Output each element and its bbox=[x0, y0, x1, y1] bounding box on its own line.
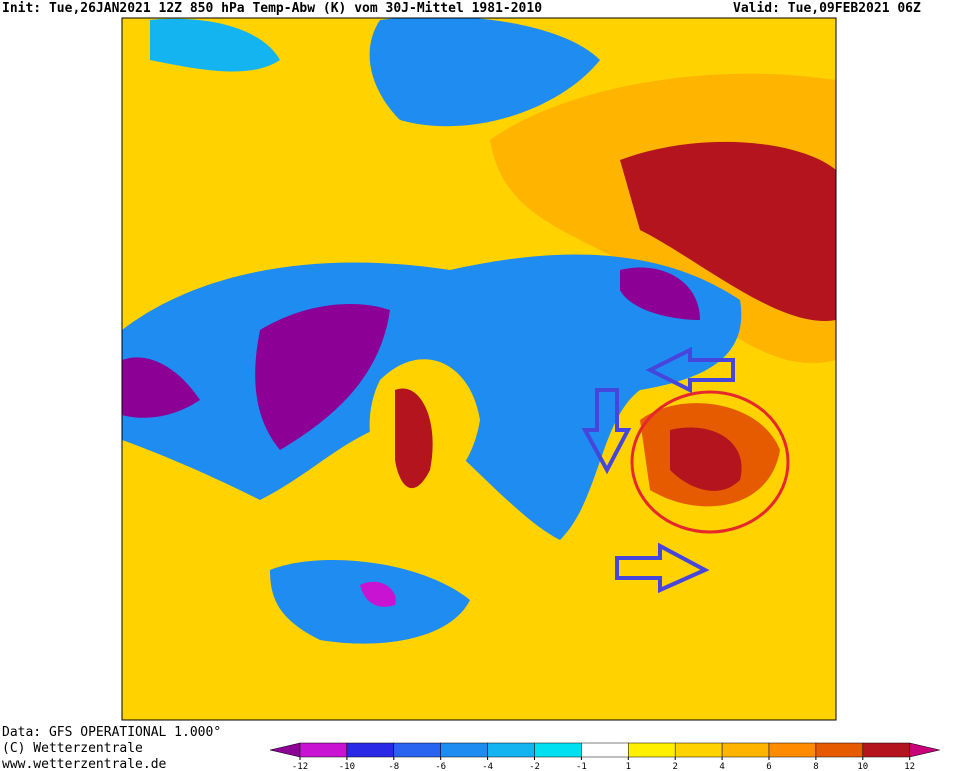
colorbar: -12 -10 -8 -6 -4 -2 -1 1 2 4 6 8 10 12 bbox=[269, 742, 940, 771]
colorbar-end bbox=[909, 742, 940, 758]
header-init: Init: Tue,26JAN2021 12Z 850 hPa Temp-Abw… bbox=[2, 1, 542, 16]
header-valid: Valid: Tue,09FEB2021 06Z bbox=[733, 1, 921, 16]
colorbar-segment bbox=[299, 742, 348, 758]
colorbar-tick-label: 1 bbox=[626, 762, 631, 771]
colorbar-segment bbox=[440, 742, 488, 758]
colorbar-tick-label: 8 bbox=[813, 762, 818, 771]
colorbar-segment bbox=[674, 742, 723, 758]
colorbar-tick-label: -2 bbox=[529, 762, 540, 771]
colorbar-segment bbox=[487, 742, 535, 758]
map bbox=[121, 17, 837, 721]
colorbar-end bbox=[269, 742, 301, 758]
colorbar-tick-label: -1 bbox=[576, 762, 587, 771]
colorbar-segment bbox=[721, 742, 770, 758]
colorbar-segment bbox=[862, 742, 910, 758]
colorbar-segment bbox=[346, 742, 395, 758]
colorbar-tick-label: 2 bbox=[672, 762, 677, 771]
colorbar-tick-label: -6 bbox=[435, 762, 446, 771]
colorbar-segment bbox=[815, 742, 864, 758]
colorbar-segment bbox=[581, 742, 629, 758]
footer-line: (C) Wetterzentrale bbox=[2, 741, 143, 756]
colorbar-tick-label: -8 bbox=[388, 762, 399, 771]
colorbar-tick-label: 4 bbox=[719, 762, 724, 771]
colorbar-segment bbox=[393, 742, 441, 758]
colorbar-tick-label: 12 bbox=[904, 762, 915, 771]
colorbar-tick-label: -4 bbox=[482, 762, 493, 771]
colorbar-segment bbox=[534, 742, 582, 758]
colorbar-tick-label: 6 bbox=[766, 762, 771, 771]
colorbar-segment bbox=[628, 742, 676, 758]
footer-line: www.wetterzentrale.de bbox=[2, 757, 167, 771]
colorbar-tick-label: -10 bbox=[339, 762, 355, 771]
colorbar-tick-label: -12 bbox=[292, 762, 308, 771]
colorbar-tick-label: 10 bbox=[857, 762, 868, 771]
colorbar-segment bbox=[768, 742, 817, 758]
footer-line: Data: GFS OPERATIONAL 1.000° bbox=[2, 725, 221, 740]
